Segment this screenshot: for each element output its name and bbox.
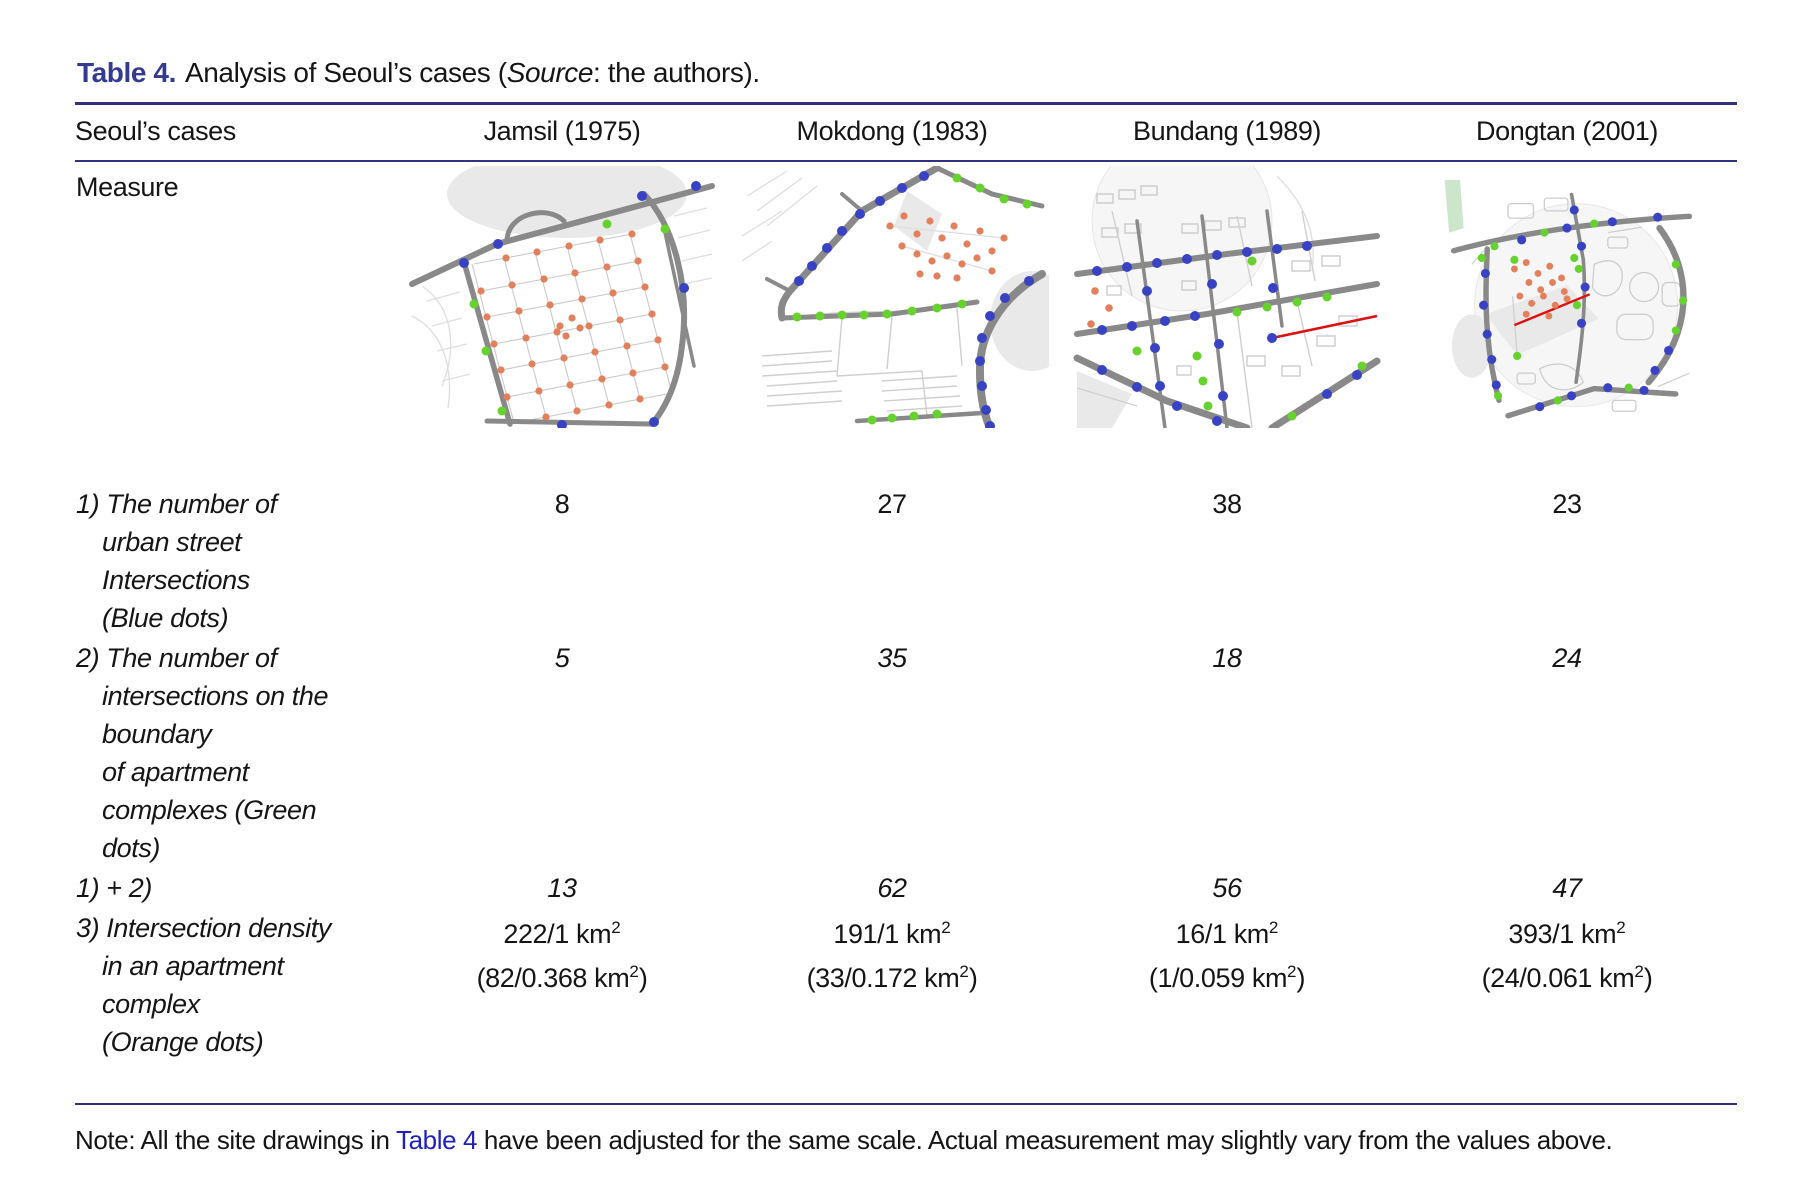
row-green-dots: 2) The number of intersections on the bo… [75, 638, 1737, 868]
value-green-bundang: 18 [1212, 643, 1242, 673]
value-blue-bundang: 38 [1212, 489, 1242, 519]
km-squared-sup: 2 [1616, 918, 1626, 937]
value-sum-dongtan: 47 [1552, 873, 1582, 903]
header-bundang: Bundang (1989) [1057, 103, 1397, 162]
map-cell-jamsil [397, 161, 727, 484]
table-note: Note: All the site drawings in Table 4 h… [75, 1121, 1669, 1159]
km-squared-sup: 2 [1634, 962, 1644, 981]
km-squared-sup: 2 [611, 918, 621, 937]
table-caption-text: Analysis of Seoul’s cases ( [184, 57, 507, 88]
header-jamsil: Jamsil (1975) [397, 103, 727, 162]
table-caption-text-end: : the authors). [593, 57, 760, 88]
table-caption: Table 4. Analysis of Seoul’s cases (Sourc… [77, 57, 1805, 89]
value-sum-jamsil: 13 [547, 873, 577, 903]
measure-row: Measure [75, 161, 1737, 484]
table-4-link[interactable]: Table 4 [395, 1125, 478, 1155]
value-blue-jamsil: 8 [554, 489, 570, 519]
km-squared-sup: 2 [629, 962, 639, 981]
measure-label: Measure [76, 172, 179, 202]
value-green-dongtan: 24 [1552, 643, 1582, 673]
site-map-dongtan [1444, 180, 1693, 419]
map-cell-bundang [1057, 161, 1397, 484]
row-density: 3) Intersection density in an apartment … [75, 908, 1737, 1104]
row-label-green-dots: 2) The number of intersections on the bo… [76, 643, 329, 863]
row-label-density: 3) Intersection density in an apartment … [76, 913, 331, 1057]
value-sum-mokdong: 62 [877, 873, 907, 903]
site-map-bundang [1073, 166, 1381, 428]
value-density-dongtan: 393/1 km2 (24/0.061 km2) [1481, 918, 1653, 993]
analysis-table: Seoul’s cases Jamsil (1975) Mokdong (198… [75, 102, 1737, 1105]
value-blue-dongtan: 23 [1552, 489, 1582, 519]
value-blue-mokdong: 27 [877, 489, 907, 519]
km-squared-sup: 2 [1287, 962, 1297, 981]
header-row: Seoul’s cases Jamsil (1975) Mokdong (198… [75, 103, 1737, 162]
km-squared-sup: 2 [959, 962, 969, 981]
value-density-mokdong: 191/1 km2 (33/0.172 km2) [806, 918, 978, 993]
note-suffix: have been adjusted for the same scale. A… [477, 1125, 1613, 1155]
km-squared-sup: 2 [941, 918, 951, 937]
value-sum-bundang: 56 [1212, 873, 1242, 903]
table-caption-number: Table 4. [77, 57, 176, 88]
map-cell-dongtan [1397, 161, 1737, 484]
header-mokdong: Mokdong (1983) [727, 103, 1057, 162]
km-squared-sup: 2 [1268, 918, 1279, 937]
table-caption-source-word: Source [506, 57, 594, 88]
row-label-blue-dots: 1) The number of urban street Intersecti… [76, 489, 277, 633]
value-green-jamsil: 5 [554, 643, 570, 673]
header-dongtan: Dongtan (2001) [1397, 103, 1737, 162]
value-density-jamsil: 222/1 km2 (82/0.368 km2) [476, 918, 648, 993]
site-map-mokdong [741, 166, 1049, 428]
site-map-jamsil [409, 166, 715, 428]
row-sum: 1) + 2) 13 62 56 47 [75, 868, 1737, 908]
value-green-mokdong: 35 [877, 643, 907, 673]
row-blue-dots: 1) The number of urban street Intersecti… [75, 484, 1737, 638]
value-density-bundang: 16/1 km2 (1/0.059 km2) [1148, 918, 1306, 993]
row-label-sum: 1) + 2) [76, 873, 152, 903]
map-cell-mokdong [727, 161, 1057, 484]
note-prefix: Note: All the site drawings in [75, 1125, 396, 1155]
header-seouls-cases: Seoul’s cases [75, 103, 397, 162]
